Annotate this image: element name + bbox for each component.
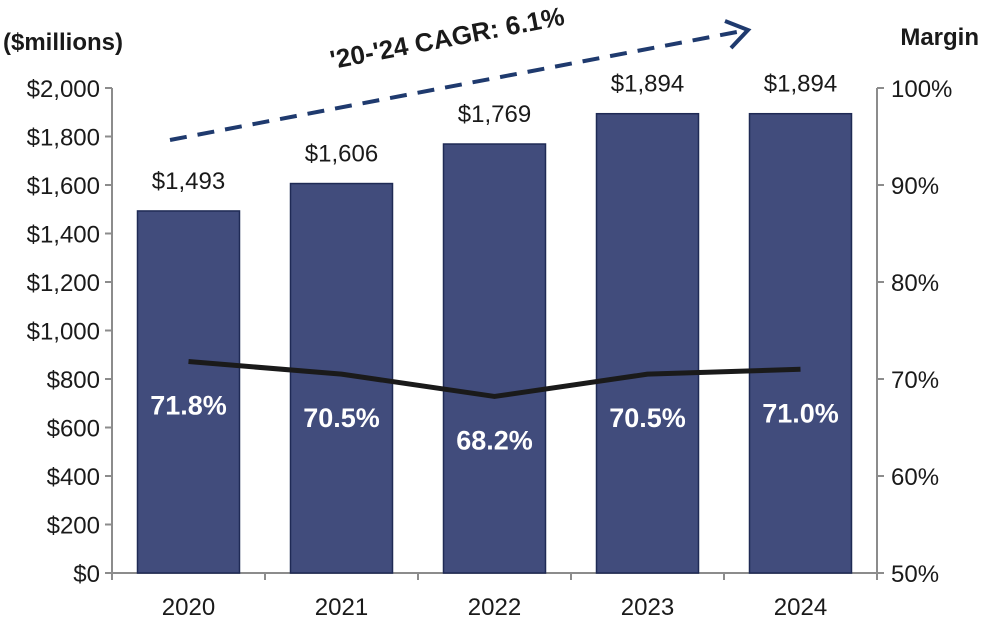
x-axis-tick-label: 2020 <box>162 594 215 621</box>
bar-value-label: $1,894 <box>611 71 684 98</box>
bar-value-labels: $1,493 $1,606 $1,769 $1,894 $1,894 <box>152 71 837 195</box>
x-axis-tick-label: 2024 <box>774 594 827 621</box>
right-axis-tick-label: 100% <box>891 76 952 103</box>
right-axis-tick-label: 50% <box>891 561 939 588</box>
cagr-arrow-head <box>724 19 752 50</box>
right-axis-title: Margin <box>900 24 979 51</box>
bars <box>136 112 853 574</box>
right-axis-tick-label: 90% <box>891 173 939 200</box>
right-axis-tick-label: 80% <box>891 270 939 297</box>
left-axis-tick-label: $1,400 <box>27 222 100 249</box>
bar <box>136 210 241 574</box>
left-axis-tick-label: $1,800 <box>27 125 100 152</box>
margin-value-labels: 71.8% 70.5% 68.2% 70.5% 71.0% <box>150 391 839 456</box>
cagr-label: '20-'24 CAGR: 6.1% <box>328 1 567 75</box>
cagr-arrow-line <box>169 29 743 142</box>
margin-value-label: 71.8% <box>150 391 227 421</box>
left-axis-tick-label: $1,000 <box>27 319 100 346</box>
x-axis-tick-label: 2022 <box>468 594 521 621</box>
bar-value-label: $1,769 <box>458 101 531 128</box>
left-axis-tick-label: $200 <box>47 513 100 540</box>
margin-line <box>188 359 801 399</box>
bar-value-label: $1,606 <box>305 141 378 168</box>
left-axis-tick-label: $0 <box>73 561 100 588</box>
x-axis-tick-label: 2023 <box>621 594 674 621</box>
margin-value-label: 70.5% <box>303 403 380 433</box>
left-axis-tick-label: $2,000 <box>27 76 100 103</box>
bar <box>442 143 547 574</box>
left-axis-title: ($millions) <box>3 29 123 56</box>
margin-line-series <box>188 359 801 399</box>
left-axis-tick-label: $1,600 <box>27 173 100 200</box>
left-axis-tick-label: $600 <box>47 416 100 443</box>
left-axis-tick-label: $1,200 <box>27 270 100 297</box>
bar-value-label: $1,493 <box>152 168 225 195</box>
margin-value-label: 70.5% <box>609 403 686 433</box>
margin-value-label: 71.0% <box>762 398 839 428</box>
right-axis-tick-label: 70% <box>891 367 939 394</box>
bar-value-label: $1,894 <box>764 71 837 98</box>
x-axis-tick-label: 2021 <box>315 594 368 621</box>
left-axis-tick-label: $800 <box>47 367 100 394</box>
bar <box>595 112 700 574</box>
margin-value-label: 68.2% <box>456 425 533 455</box>
right-axis-tick-label: 60% <box>891 464 939 491</box>
bar <box>748 112 853 574</box>
left-axis-tick-label: $400 <box>47 464 100 491</box>
